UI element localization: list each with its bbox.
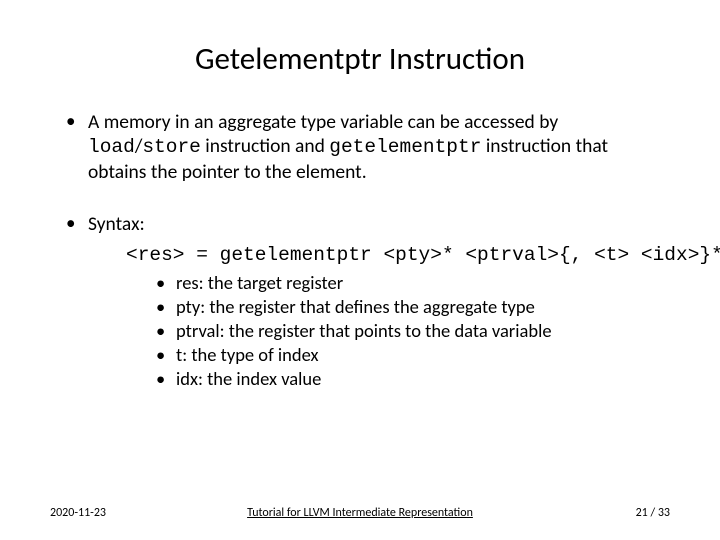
text-fragment: instruction and bbox=[201, 134, 329, 158]
page-current: 21 bbox=[636, 506, 648, 520]
page-sep: / bbox=[648, 506, 658, 520]
footer-title: Tutorial for LLVM Intermediate Represent… bbox=[0, 506, 720, 520]
text-fragment: A memory in an aggregate type variable c… bbox=[88, 110, 558, 134]
syntax-label: Syntax: bbox=[88, 212, 145, 236]
slide-content: A memory in an aggregate type variable c… bbox=[50, 110, 670, 391]
syntax-sub-list: res: the target register pty: the regist… bbox=[126, 271, 670, 391]
code-getelementptr: getelementptr bbox=[329, 136, 481, 158]
syntax-code: <res> = getelementptr <pty>* <ptrval>{, … bbox=[126, 243, 670, 267]
code-load: load bbox=[88, 136, 135, 158]
sub-item-pty: pty: the register that defines the aggre… bbox=[156, 295, 670, 319]
sub-item-idx: idx: the index value bbox=[156, 367, 670, 391]
bullet-list: A memory in an aggregate type variable c… bbox=[50, 110, 670, 391]
sub-item-ptrval: ptrval: the register that points to the … bbox=[156, 319, 670, 343]
bullet-memory-access: A memory in an aggregate type variable c… bbox=[66, 110, 670, 184]
footer-page-number: 21 / 33 bbox=[636, 506, 670, 520]
sub-item-t: t: the type of index bbox=[156, 343, 670, 367]
page-total: 33 bbox=[658, 506, 670, 520]
sub-item-res: res: the target register bbox=[156, 271, 670, 295]
code-store: store bbox=[142, 136, 201, 158]
syntax-block: <res> = getelementptr <pty>* <ptrval>{, … bbox=[88, 243, 670, 392]
bullet-syntax: Syntax: <res> = getelementptr <pty>* <pt… bbox=[66, 212, 670, 391]
slide: Getelementptr Instruction A memory in an… bbox=[0, 0, 720, 540]
slide-title: Getelementptr Instruction bbox=[50, 40, 670, 78]
